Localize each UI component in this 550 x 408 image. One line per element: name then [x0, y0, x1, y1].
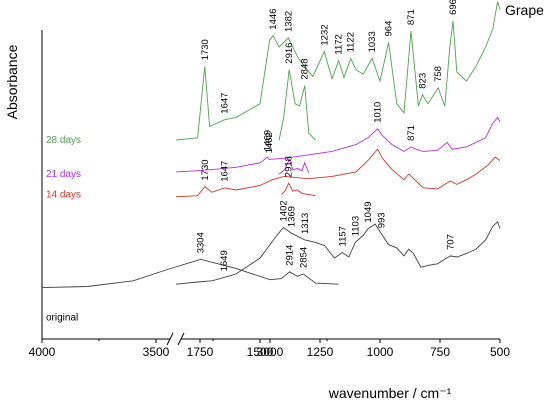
peak-label: 1157	[337, 226, 348, 246]
x-axis-title: wavenumber / cm⁻¹	[328, 385, 452, 401]
peak-label: 1232	[319, 24, 330, 45]
series-21-days	[175, 116, 501, 175]
series-line	[175, 1, 501, 141]
series-layer	[41, 1, 501, 289]
y-axis-title: Absorbance	[4, 44, 20, 119]
peak-label: 758	[433, 66, 444, 82]
peak-label: 2918	[284, 156, 295, 177]
series-name-label: original	[46, 313, 78, 324]
peak-label: 1103	[350, 216, 361, 236]
x-tick-label: 3500	[143, 345, 170, 359]
peak-label: 2848	[300, 58, 311, 79]
peak-label: 1649	[219, 250, 230, 271]
series-name-label: 14 days	[46, 190, 81, 201]
series-line	[281, 182, 316, 197]
series-line	[175, 220, 501, 285]
peak-label: 1730	[200, 159, 211, 180]
axis-break-mark-right	[177, 332, 185, 346]
series-line	[41, 258, 339, 289]
x-tick-label: 1500	[247, 345, 274, 359]
peak-label: 2914	[285, 245, 296, 266]
series-original	[41, 220, 501, 289]
peak-label: 1010	[373, 102, 384, 123]
x-tick-label: 4000	[29, 345, 56, 359]
x-tick-label: 3000	[257, 345, 284, 359]
peak-label: 1369	[286, 206, 297, 227]
series-14-days	[175, 148, 501, 198]
axes: 4000 3500 3000 1750 1500 1250 1000 750 500	[29, 30, 510, 359]
peak-label: 1469	[262, 130, 273, 151]
peak-label: 3304	[196, 232, 207, 253]
peak-label: 1033	[367, 31, 378, 52]
x-tick-label: 1000	[367, 345, 394, 359]
series-28-days	[175, 1, 501, 141]
x-tick-label: 750	[430, 345, 450, 359]
x-tick-label: 1250	[307, 345, 334, 359]
labels-layer: original 14 days 21 days 28 days 3304 2914 285…	[46, 0, 459, 324]
peak-label: 2854	[298, 247, 309, 268]
peak-label: 1382	[283, 11, 294, 32]
series-line	[278, 158, 310, 175]
x-tick-label: 500	[490, 345, 510, 359]
peak-label: 1647	[220, 161, 231, 182]
peak-label: 1172	[334, 34, 345, 54]
x-tick-label: 1750	[187, 345, 214, 359]
peak-label: 707	[445, 234, 456, 250]
peak-label: 1049	[363, 201, 374, 222]
peak-label: 964	[384, 21, 395, 37]
series-line	[175, 148, 501, 198]
series-name-label: 28 days	[46, 135, 81, 146]
peak-label: 696	[448, 0, 459, 15]
peak-label: 993	[377, 212, 388, 228]
peak-label: 871	[406, 9, 417, 25]
peak-label: 1647	[220, 93, 231, 114]
peak-label: 2916	[284, 43, 295, 64]
chart-title: Grape	[505, 2, 544, 18]
peak-label: 871	[406, 125, 417, 141]
peak-label: 1313	[300, 213, 311, 234]
peak-label: 1122	[346, 32, 357, 52]
series-name-label: 21 days	[46, 169, 81, 180]
peak-label: 823	[418, 73, 429, 89]
series-line	[278, 69, 316, 141]
peak-label: 1730	[200, 39, 211, 60]
peak-label: 1446	[268, 9, 279, 30]
peak-label: 1402	[279, 200, 290, 221]
series-line	[175, 116, 501, 173]
axis-break-mark-left	[166, 332, 174, 346]
peak-label: 1462	[264, 132, 275, 153]
